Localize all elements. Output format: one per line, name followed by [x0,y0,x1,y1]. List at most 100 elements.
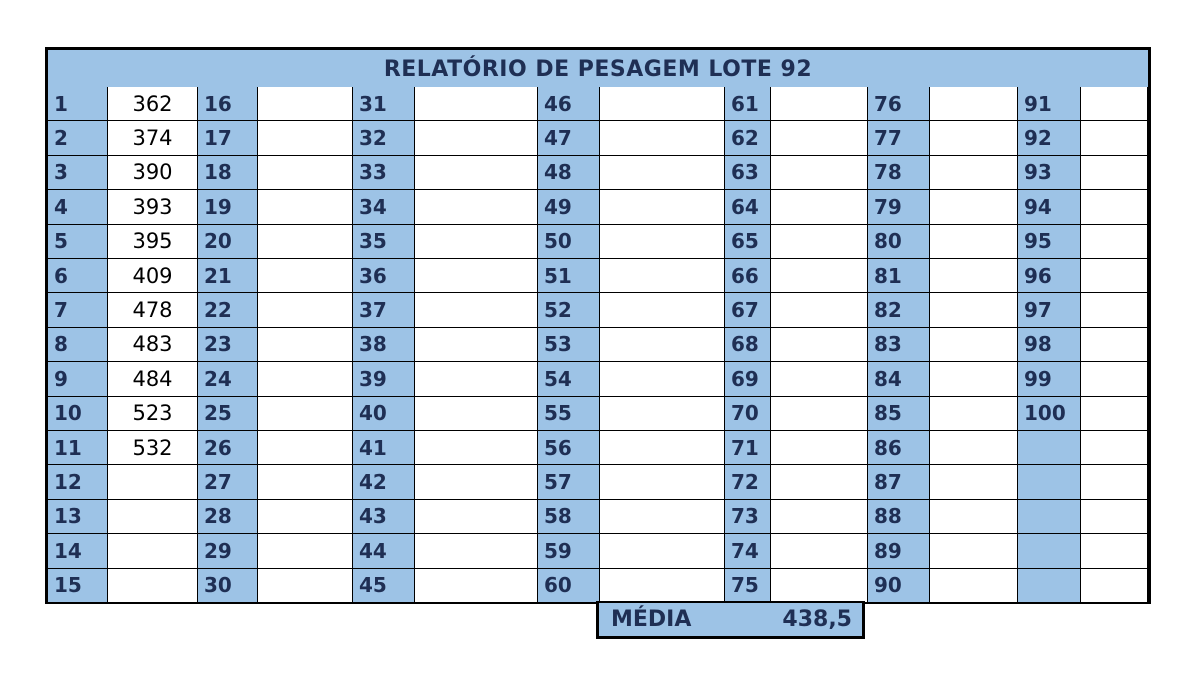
weight-value-cell [415,499,538,535]
weight-value-cell [415,534,538,569]
weight-value-cell [771,327,868,363]
weight-value-cell [600,534,725,569]
weight-value-cell [258,534,353,569]
weight-value-cell [600,499,725,535]
average-value: 438,5 [782,607,852,632]
animal-number-cell: 45 [353,568,415,603]
animal-number-cell: 16 [198,87,258,122]
animal-number-cell: 6 [48,259,108,294]
weight-value-cell [771,568,868,603]
weight-value-cell [258,293,353,328]
weight-value-cell [930,568,1018,603]
animal-number-cell: 1 [48,87,108,122]
animal-number-cell: 33 [353,155,415,191]
animal-number-cell [1018,568,1081,603]
animal-number-cell: 32 [353,121,415,156]
weight-value-cell [415,568,538,603]
weight-value-cell [1081,568,1148,603]
animal-number-cell: 64 [725,190,771,225]
animal-number-cell: 66 [725,259,771,294]
animal-number-cell: 3 [48,155,108,191]
weight-value-cell [1081,499,1148,535]
animal-number-cell: 43 [353,499,415,535]
weight-value-cell: 390 [108,155,198,191]
animal-number-cell: 62 [725,121,771,156]
weight-value-cell [415,155,538,191]
weight-value-cell [930,87,1018,122]
animal-number-cell: 80 [868,224,930,259]
animal-number-cell: 76 [868,87,930,122]
weight-value-cell [930,327,1018,363]
animal-number-cell [1018,499,1081,535]
weight-value-cell [600,259,725,294]
animal-number-cell: 87 [868,465,930,500]
animal-number-cell: 69 [725,362,771,397]
animal-number-cell: 89 [868,534,930,569]
animal-number-cell: 72 [725,465,771,500]
weight-value-cell [258,121,353,156]
animal-number-cell: 55 [538,396,600,431]
weight-value-cell [258,499,353,535]
animal-number-cell: 19 [198,190,258,225]
animal-number-cell: 86 [868,431,930,466]
animal-number-cell: 46 [538,87,600,122]
animal-number-cell: 70 [725,396,771,431]
weight-value-cell: 393 [108,190,198,225]
animal-number-cell: 60 [538,568,600,603]
animal-number-cell: 37 [353,293,415,328]
weight-value-cell: 374 [108,121,198,156]
animal-number-cell: 23 [198,327,258,363]
weight-value-cell [771,362,868,397]
weight-value-cell [415,327,538,363]
animal-number-cell: 81 [868,259,930,294]
weight-value-cell [771,431,868,466]
animal-number-cell [1018,534,1081,569]
weight-value-cell [1081,259,1148,294]
animal-number-cell: 9 [48,362,108,397]
weight-value-cell [1081,431,1148,466]
weight-value-cell [415,431,538,466]
weight-value-cell [108,568,198,603]
weight-value-cell [1081,465,1148,500]
animal-number-cell: 10 [48,396,108,431]
weight-value-cell [600,465,725,500]
weight-value-cell [771,87,868,122]
animal-number-cell: 29 [198,534,258,569]
weight-value-cell: 523 [108,396,198,431]
animal-number-cell: 99 [1018,362,1081,397]
animal-number-cell [1018,431,1081,466]
animal-number-cell [1018,465,1081,500]
animal-number-cell: 39 [353,362,415,397]
weight-value-cell: 532 [108,431,198,466]
animal-number-cell: 20 [198,224,258,259]
animal-number-cell: 35 [353,224,415,259]
animal-number-cell: 31 [353,87,415,122]
weight-value-cell [600,87,725,122]
animal-number-cell: 18 [198,155,258,191]
weight-value-cell [771,499,868,535]
weight-value-cell [600,121,725,156]
animal-number-cell: 57 [538,465,600,500]
weight-value-cell [415,465,538,500]
animal-number-cell: 49 [538,190,600,225]
animal-number-cell: 36 [353,259,415,294]
weight-value-cell [258,259,353,294]
animal-number-cell: 42 [353,465,415,500]
weight-value-cell: 395 [108,224,198,259]
weight-value-cell [258,396,353,431]
animal-number-cell: 47 [538,121,600,156]
animal-number-cell: 28 [198,499,258,535]
animal-number-cell: 82 [868,293,930,328]
animal-number-cell: 26 [198,431,258,466]
animal-number-cell: 95 [1018,224,1081,259]
animal-number-cell: 53 [538,327,600,363]
animal-number-cell: 24 [198,362,258,397]
animal-number-cell: 30 [198,568,258,603]
weight-value-cell [258,327,353,363]
animal-number-cell: 98 [1018,327,1081,363]
animal-number-cell: 4 [48,190,108,225]
animal-number-cell: 58 [538,499,600,535]
animal-number-cell: 74 [725,534,771,569]
animal-number-cell: 34 [353,190,415,225]
animal-number-cell: 83 [868,327,930,363]
